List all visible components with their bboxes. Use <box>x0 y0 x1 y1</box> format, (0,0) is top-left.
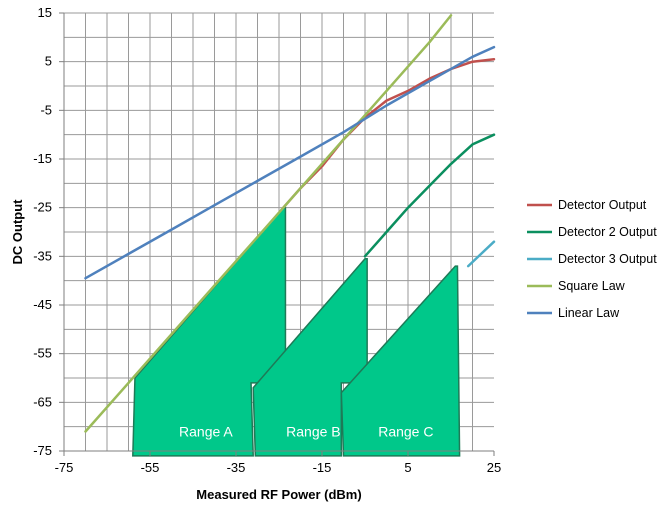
legend-label: Square Law <box>558 279 626 293</box>
x-tick-label: -35 <box>227 460 246 475</box>
x-tick-label: -15 <box>313 460 332 475</box>
series-line-4 <box>84 14 453 433</box>
series-layer <box>84 14 496 433</box>
legend-label: Linear Law <box>558 306 620 320</box>
y-tick-label: 15 <box>38 5 52 20</box>
legend-label: Detector Output <box>558 198 647 212</box>
range-area-2 <box>252 258 368 457</box>
range-area-1 <box>132 206 287 457</box>
x-tick-label: 5 <box>404 460 411 475</box>
x-tick-label: -55 <box>141 460 160 475</box>
y-tick-label: 5 <box>45 54 52 69</box>
y-tick-label: -15 <box>33 151 52 166</box>
x-tick-label: -75 <box>55 460 74 475</box>
label-layer: Measured RF Power (dBm) DC Output <box>10 199 362 502</box>
x-axis-title: Measured RF Power (dBm) <box>196 487 361 502</box>
y-tick-label: -45 <box>33 297 52 312</box>
y-tick-label: -65 <box>33 394 52 409</box>
range-label: Range C <box>378 423 433 439</box>
series-line-1 <box>282 57 496 209</box>
y-axis-title: DC Output <box>10 199 25 265</box>
range-label: Range B <box>286 423 340 439</box>
range-area-3 <box>340 265 461 457</box>
series-line-5 <box>84 45 496 280</box>
axis-layer: 15 5 -5 -15 -25 -35 -45 -55 -65 -75-75 -55 -35 -15 5 2… <box>33 5 501 475</box>
range-label: Range A <box>179 423 233 439</box>
series-line-3 <box>466 240 496 268</box>
range-layer: Range A Range B Range C <box>132 206 461 457</box>
y-tick-label: -75 <box>33 443 52 458</box>
legend-layer: Detector Output Detector 2 Output Detector… <box>527 198 657 320</box>
legend-label: Detector 3 Output <box>558 252 657 266</box>
series-line-2 <box>363 133 496 258</box>
y-tick-label: -25 <box>33 200 52 215</box>
x-tick-label: 25 <box>487 460 501 475</box>
legend-label: Detector 2 Output <box>558 225 657 239</box>
y-tick-label: -5 <box>40 102 52 117</box>
y-tick-label: -35 <box>33 248 52 263</box>
y-tick-label: -55 <box>33 346 52 361</box>
